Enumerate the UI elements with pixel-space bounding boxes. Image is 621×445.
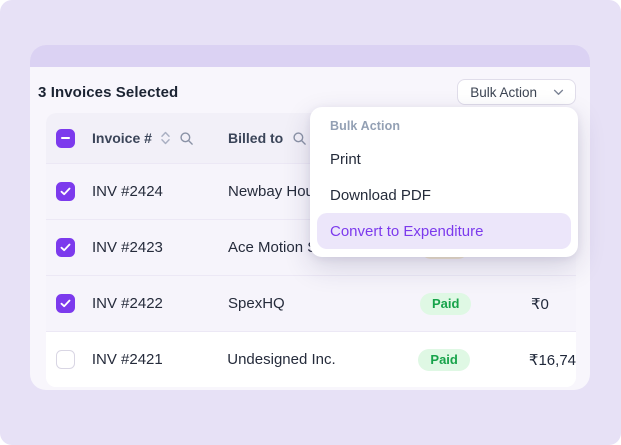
row-checkbox[interactable]: [56, 182, 75, 201]
bulk-action-menu-label: Bulk Action: [330, 119, 401, 133]
bulk-action-button[interactable]: Bulk Action: [457, 79, 576, 105]
sort-icon[interactable]: [160, 130, 171, 146]
table-row[interactable]: INV #2422 SpexHQ Paid ₹0: [46, 275, 576, 331]
invoice-number: INV #2422: [92, 295, 163, 312]
row-checkbox[interactable]: [56, 238, 75, 257]
card-top-band: [30, 45, 590, 67]
table-row[interactable]: INV #2421 Undesigned Inc. Paid ₹16,74: [46, 331, 576, 387]
billed-to-name: Ace Motion S: [228, 239, 318, 256]
search-icon[interactable]: [179, 131, 194, 146]
chevron-down-icon: [553, 89, 564, 96]
bulk-action-menu: Bulk Action Print Download PDF Convert t…: [310, 107, 578, 257]
row-checkbox[interactable]: [56, 350, 75, 369]
row-checkbox[interactable]: [56, 294, 75, 313]
billed-to-column-header: Billed to: [228, 130, 284, 146]
billed-to-name: Newbay Hou: [228, 183, 314, 200]
invoice-number: INV #2421: [91, 351, 163, 368]
card-header: 3 Invoices Selected Bulk Action: [30, 67, 590, 113]
invoice-number: INV #2424: [92, 183, 163, 200]
search-icon[interactable]: [292, 131, 307, 146]
status-badge: Paid: [418, 348, 470, 371]
billed-to-name: SpexHQ: [228, 295, 285, 312]
invoice-amount: ₹16,74: [528, 351, 576, 369]
status-badge: Paid: [420, 292, 472, 315]
menu-item-print[interactable]: Print: [330, 150, 361, 168]
menu-item-download-pdf[interactable]: Download PDF: [330, 186, 431, 204]
menu-item-convert-to-expenditure[interactable]: Convert to Expenditure: [317, 213, 571, 249]
selection-count-title: 3 Invoices Selected: [38, 83, 179, 101]
invoice-amount: ₹0: [531, 295, 549, 313]
bulk-action-button-label: Bulk Action: [470, 84, 537, 100]
billed-to-name: Undesigned Inc.: [227, 351, 336, 368]
select-all-checkbox[interactable]: [56, 128, 75, 148]
invoice-number: INV #2423: [92, 239, 163, 256]
invoice-column-header: Invoice #: [92, 130, 152, 146]
